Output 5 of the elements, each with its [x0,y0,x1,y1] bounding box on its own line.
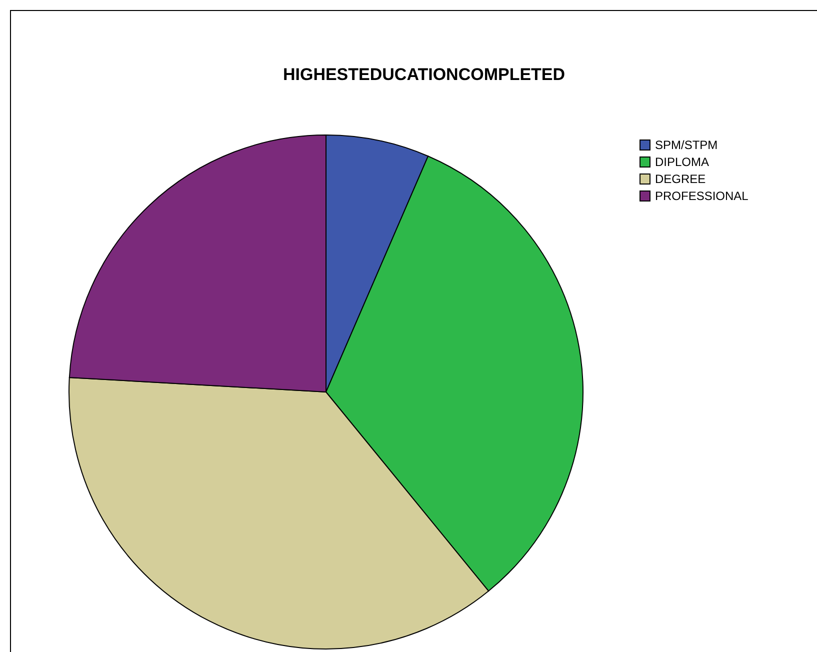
legend-label: PROFESSIONAL [655,189,749,203]
legend-label: SPM/STPM [655,138,718,152]
chart-title: HIGHESTEDUCATIONCOMPLETED [282,65,566,84]
legend-label: DEGREE [655,172,706,186]
legend-label: DIPLOMA [655,155,710,169]
